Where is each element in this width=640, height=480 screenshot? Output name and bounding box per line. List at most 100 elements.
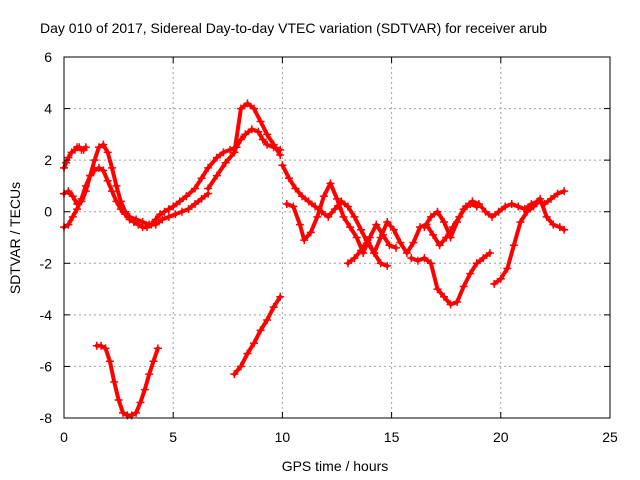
y-tick-label: -2 — [40, 255, 53, 271]
data-point — [258, 135, 267, 144]
data-point — [509, 241, 518, 250]
data-point — [177, 207, 186, 216]
data-point — [269, 303, 278, 312]
data-point — [151, 220, 160, 229]
y-tick-label: 4 — [44, 101, 52, 117]
data-point — [81, 143, 90, 152]
data-point — [496, 274, 505, 283]
data-point — [485, 248, 494, 257]
series-arc-6 — [232, 294, 283, 377]
data-point — [158, 215, 167, 224]
data-point — [282, 199, 291, 208]
y-tick-label: -6 — [40, 358, 53, 374]
tick-layer: 0 5 10 15 20 25 -8 -6 -4 -2 0 2 4 6 — [40, 49, 618, 445]
data-point — [433, 207, 442, 216]
y-tick-label: 6 — [44, 49, 52, 65]
data-point — [409, 238, 418, 247]
data-point — [256, 326, 265, 335]
data-point — [440, 292, 449, 301]
x-axis-label: GPS time / hours — [282, 458, 389, 474]
data-point — [357, 225, 366, 234]
data-point — [453, 218, 462, 227]
data-point — [263, 130, 272, 139]
data-point — [221, 158, 230, 167]
data-point — [197, 174, 206, 183]
data-point — [343, 259, 352, 268]
data-point — [553, 189, 562, 198]
data-point — [516, 218, 525, 227]
data-point — [407, 254, 416, 263]
data-point — [136, 398, 145, 407]
data-point — [453, 297, 462, 306]
data-point — [433, 285, 442, 294]
data-point — [101, 344, 110, 353]
x-tick-label: 5 — [169, 429, 177, 445]
data-point — [459, 282, 468, 291]
data-point — [389, 225, 398, 234]
data-point — [376, 259, 385, 268]
data-point — [501, 202, 510, 211]
chart-title: Day 010 of 2017, Sidereal Day-to-day VTE… — [40, 20, 547, 36]
data-point — [542, 212, 551, 221]
data-point — [300, 236, 309, 245]
data-point — [346, 223, 355, 232]
series-layer — [60, 99, 569, 420]
y-tick-label: -4 — [40, 307, 53, 323]
data-point — [114, 395, 123, 404]
data-point — [298, 192, 307, 201]
data-point — [81, 187, 90, 196]
data-point — [529, 202, 538, 211]
data-point — [304, 197, 313, 206]
data-point — [94, 163, 103, 172]
data-point — [514, 202, 523, 211]
grid-layer — [64, 57, 610, 418]
data-point — [459, 205, 468, 214]
data-point — [90, 156, 99, 165]
series-arc-10 — [409, 251, 492, 307]
data-point — [488, 212, 497, 221]
data-point — [276, 150, 285, 159]
series-arc-3 — [62, 142, 211, 227]
data-point — [350, 212, 359, 221]
data-point — [507, 199, 516, 208]
data-point — [269, 140, 278, 149]
data-point — [204, 184, 213, 193]
data-point — [116, 197, 125, 206]
x-tick-label: 15 — [384, 429, 400, 445]
data-point — [383, 261, 392, 270]
data-point — [472, 259, 481, 268]
data-point — [560, 225, 569, 234]
data-point — [523, 207, 532, 216]
data-point — [108, 163, 117, 172]
data-point — [333, 194, 341, 203]
data-point — [291, 184, 300, 193]
data-point — [110, 377, 119, 386]
data-point — [105, 357, 114, 366]
data-point — [446, 300, 455, 309]
data-point — [219, 148, 228, 157]
data-point — [97, 341, 106, 350]
data-point — [138, 218, 147, 227]
x-tick-label: 0 — [60, 429, 68, 445]
x-tick-label: 20 — [493, 429, 509, 445]
data-point — [490, 279, 499, 288]
data-point — [125, 212, 134, 221]
data-point — [103, 176, 112, 185]
data-point — [378, 230, 387, 239]
data-point — [250, 104, 259, 113]
data-point — [132, 215, 141, 224]
data-point — [236, 104, 245, 113]
data-point — [156, 210, 165, 219]
data-point — [243, 349, 252, 358]
data-point — [112, 181, 121, 190]
series-arc-8 — [284, 181, 398, 255]
data-point — [182, 192, 191, 201]
data-point — [435, 241, 444, 250]
data-point — [121, 207, 130, 216]
data-point — [343, 202, 352, 211]
data-point — [99, 140, 108, 149]
data-point — [549, 220, 558, 229]
data-point — [230, 148, 239, 157]
data-point — [145, 370, 154, 379]
data-point — [311, 202, 320, 211]
